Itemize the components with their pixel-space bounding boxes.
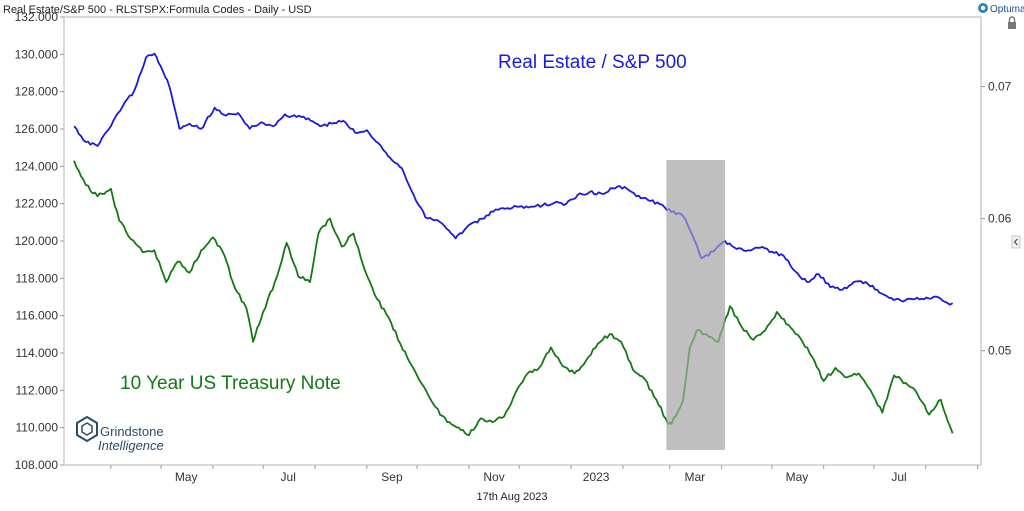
grindstone-logo-icon <box>76 415 98 443</box>
left-axis-tick-label: 126.000 <box>15 122 59 136</box>
left-axis-tick-label: 116.000 <box>16 309 59 323</box>
left-axis-tick-label: 128.000 <box>15 85 59 99</box>
series-line-treasury <box>73 160 954 436</box>
plot-frame <box>63 16 982 466</box>
series-label-real-estate: Real Estate / S&P 500 <box>498 52 687 73</box>
lock-icon[interactable] <box>1008 16 1016 29</box>
left-axis-tick-label: 112.000 <box>16 383 59 397</box>
left-axis: 108.000 110.000 112.000 114.000 116.000 118.0… <box>15 10 64 472</box>
x-axis-tick-label: Jul <box>281 470 296 484</box>
watermark-line2: Intelligence <box>98 438 164 453</box>
optuma-logo-icon <box>978 3 988 13</box>
x-axis: May Jul Sep Nov 2023 Mar May Jul <box>110 465 979 484</box>
x-axis-tick-label: Nov <box>483 470 504 484</box>
series-line-real-estate <box>73 52 954 306</box>
optuma-brand: Optuma <box>990 4 1024 15</box>
x-axis-tick-label: May <box>786 470 809 484</box>
x-axis-tick-label: Jul <box>891 470 906 484</box>
chart-header-title: Real Estate/S&P 500 - RLSTSPX:Formula Co… <box>3 4 312 16</box>
right-axis: 0.05 0.06 0.07 <box>981 80 1012 358</box>
watermark-line1: Grindstone <box>100 424 164 439</box>
series-label-treasury: 10 Year US Treasury Note <box>120 373 341 394</box>
right-axis-tick-label: 0.05 <box>988 344 1012 358</box>
x-axis-tick-label: Sep <box>381 470 403 484</box>
left-axis-tick-label: 120.000 <box>15 234 59 248</box>
left-axis-tick-label: 114.000 <box>16 346 59 360</box>
left-axis-tick-label: 118.000 <box>16 271 59 285</box>
left-axis-tick-label: 130.000 <box>15 47 59 61</box>
x-axis-tick-label: May <box>175 470 198 484</box>
left-axis-tick-label: 132.000 <box>15 10 59 24</box>
expand-panel-icon[interactable] <box>1011 235 1021 249</box>
left-axis-tick-label: 124.000 <box>15 159 59 173</box>
date-label: 17th Aug 2023 <box>477 491 548 503</box>
x-axis-tick-label: 2023 <box>583 470 610 484</box>
left-axis-tick-label: 122.000 <box>15 197 59 211</box>
right-axis-tick-label: 0.07 <box>988 80 1012 94</box>
left-axis-tick-label: 110.000 <box>16 421 59 435</box>
x-axis-tick-label: Mar <box>685 470 706 484</box>
highlight-band-overlay <box>666 160 725 450</box>
left-axis-tick-label: 108.000 <box>15 458 59 472</box>
right-axis-tick-label: 0.06 <box>988 212 1012 226</box>
